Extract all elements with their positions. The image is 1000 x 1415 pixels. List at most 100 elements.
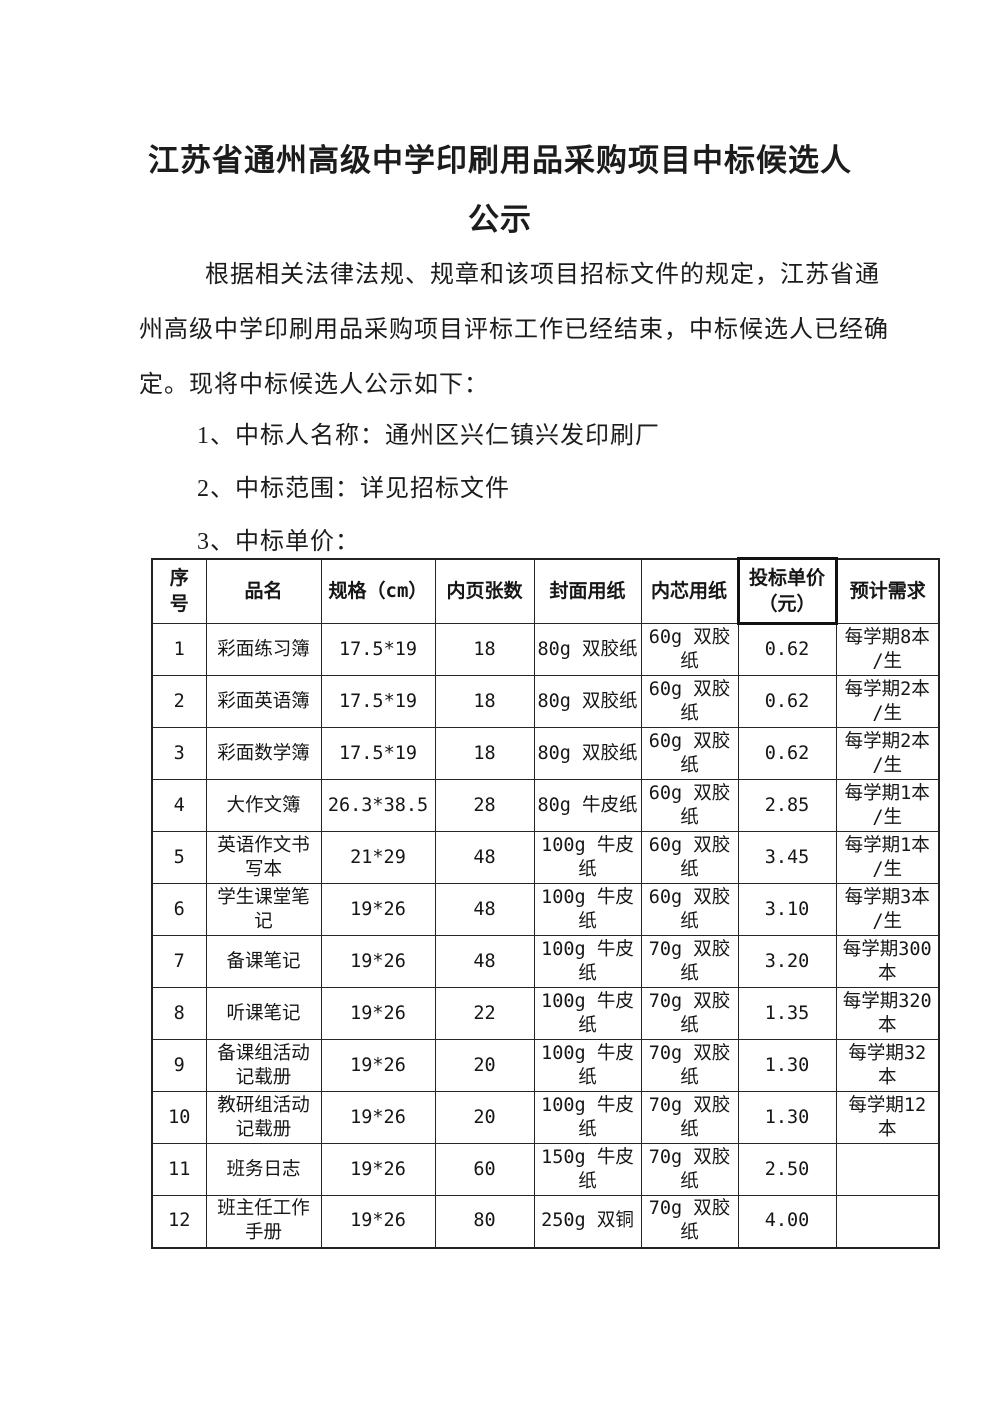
table-row: 7 备课笔记 19*26 48 100g 牛皮纸 70g 双胶纸 3.20 每学期300本 (151, 935, 940, 988)
table-cell: 17.5*19 (320, 623, 436, 676)
table-row: 2 彩面英语簿 17.5*19 18 80g 双胶纸 60g 双胶纸 0.62 每学期2本​/… (151, 675, 940, 728)
table-row: 5 英语作文书写本 21*29 48 100g 牛皮纸 60g 双胶纸 3.45 每学期1本​… (151, 831, 940, 884)
table-cell: 3.10 (737, 883, 837, 936)
table-cell: 18 (434, 623, 535, 676)
table-cell: 班务日志 (205, 1143, 322, 1196)
table-cell: 26.3*38.5 (320, 779, 436, 832)
table-cell: 10 (151, 1091, 207, 1144)
table-cell: 2.85 (737, 779, 837, 832)
table-cell: 3.20 (737, 935, 837, 988)
table-row: 3 彩面数学簿 17.5*19 18 80g 双胶纸 60g 双胶纸 0.62 每学期2本​/… (151, 727, 940, 780)
table-cell: 48 (434, 831, 535, 884)
table-cell: 60g 双胶纸 (640, 623, 739, 676)
table-cell: 80g 双胶纸 (533, 675, 642, 728)
table-cell: 教研组活动记载册 (205, 1091, 322, 1144)
table-cell: 60g 双胶纸 (640, 831, 739, 884)
table-cell: 100g 牛皮纸 (533, 935, 642, 988)
table-cell: 19*26 (320, 1195, 436, 1248)
table-cell: 17.5*19 (320, 675, 436, 728)
table-cell: 每学期1本​/生 (835, 779, 940, 832)
table-cell: 5 (151, 831, 207, 884)
table-cell: 6 (151, 883, 207, 936)
document-title: 江苏省通州高级中学印刷用品采购项目中标候选人 公示 (0, 131, 1000, 249)
paragraph-line: 根据相关法律法规、规章和该项目招标文件的规定，江苏省通 (205, 262, 880, 288)
table-row: 12 班主任工作手册 19*26 80 250g 双铜 70g 双胶纸 4.00 (151, 1195, 940, 1248)
table-cell: 大作文簿 (205, 779, 322, 832)
paragraph-line: 定。现将中标候选人公示如下： (139, 372, 489, 398)
table-cell: 4.00 (737, 1195, 837, 1248)
table-cell: 80g 牛皮纸 (533, 779, 642, 832)
table-cell: 备课笔记 (205, 935, 322, 988)
table-cell: 60g 双胶纸 (640, 779, 739, 832)
table-row: 8 听课笔记 19*26 22 100g 牛皮纸 70g 双胶纸 1.35 每学期320本 (151, 987, 940, 1040)
header-cell: 内页张数 (434, 558, 535, 624)
table-cell (835, 1195, 940, 1248)
table-cell: 20 (434, 1091, 535, 1144)
intro-paragraph: 根据相关法律法规、规章和该项目招标文件的规定，江苏省通 州高级中学印刷用品采购项… (139, 248, 889, 413)
table-cell: 每学期3本​/生 (835, 883, 940, 936)
table-cell (835, 1143, 940, 1196)
table-row: 1 彩面练习簿 17.5*19 18 80g 双胶纸 60g 双胶纸 0.62 每学期8本​/… (151, 623, 940, 676)
table-cell: 70g 双胶纸 (640, 1039, 739, 1092)
table-cell: 每学期8本​/生 (835, 623, 940, 676)
table-cell: 班主任工作手册 (205, 1195, 322, 1248)
table-cell: 7 (151, 935, 207, 988)
table-cell: 1.30 (737, 1039, 837, 1092)
table-cell: 12 (151, 1195, 207, 1248)
table-cell: 19*26 (320, 1039, 436, 1092)
table-cell: 250g 双铜 (533, 1195, 642, 1248)
price-table: 序号 品名 规格（cm） 内页张数 封面用纸 内芯用纸 投标单价（元） 预计需求 1 彩面练习簿… (151, 557, 940, 1249)
table-cell: 150g 牛皮纸 (533, 1143, 642, 1196)
table-cell: 学生课堂笔记 (205, 883, 322, 936)
table-cell: 2 (151, 675, 207, 728)
table-cell: 每学期32本 (835, 1039, 940, 1092)
award-info-list: 1、中标人名称：通州区兴仁镇兴发印刷厂 2、中标范围：详见招标文件 3、中标单价… (197, 410, 660, 569)
table-cell: 100g 牛皮纸 (533, 987, 642, 1040)
table-row: 6 学生课堂笔记 19*26 48 100g 牛皮纸 60g 双胶纸 3.10 每学期3本​/… (151, 883, 940, 936)
header-cell: 投标单价（元） (736, 557, 838, 625)
paragraph-line: 州高级中学印刷用品采购项目评标工作已经结束，中标候选人已经确 (139, 317, 889, 343)
table-cell: 每学期300本 (835, 935, 940, 988)
table-cell: 8 (151, 987, 207, 1040)
table-row: 4 大作文簿 26.3*38.5 28 80g 牛皮纸 60g 双胶纸 2.85 每学期1本​… (151, 779, 940, 832)
header-cell: 封面用纸 (533, 558, 642, 624)
table-cell: 70g 双胶纸 (640, 1143, 739, 1196)
header-cell: 内芯用纸 (640, 558, 739, 624)
table-cell: 19*26 (320, 1143, 436, 1196)
table-cell: 1.30 (737, 1091, 837, 1144)
table-cell: 48 (434, 935, 535, 988)
table-cell: 1 (151, 623, 207, 676)
table-cell: 60g 双胶纸 (640, 675, 739, 728)
table-cell: 0.62 (737, 623, 837, 676)
table-cell: 70g 双胶纸 (640, 987, 739, 1040)
table-cell: 21*29 (320, 831, 436, 884)
header-cell: 序号 (151, 558, 207, 624)
table-cell: 每学期2本​/生 (835, 675, 940, 728)
table-cell: 彩面数学簿 (205, 727, 322, 780)
table-cell: 1.35 (737, 987, 837, 1040)
table-cell: 每学期320本 (835, 987, 940, 1040)
table-cell: 彩面练习簿 (205, 623, 322, 676)
table-cell: 备课组活动记载册 (205, 1039, 322, 1092)
table-cell: 100g 牛皮纸 (533, 883, 642, 936)
table-cell: 每学期12本 (835, 1091, 940, 1144)
table-cell: 18 (434, 675, 535, 728)
table-cell: 60g 双胶纸 (640, 883, 739, 936)
title-line-2: 公示 (468, 202, 532, 237)
title-line-1: 江苏省通州高级中学印刷用品采购项目中标候选人 (148, 143, 852, 178)
table-cell: 70g 双胶纸 (640, 1195, 739, 1248)
table-cell: 11 (151, 1143, 207, 1196)
table-cell: 22 (434, 987, 535, 1040)
table-cell: 2.50 (737, 1143, 837, 1196)
table-cell: 每学期1本​/生 (835, 831, 940, 884)
table-cell: 0.62 (737, 727, 837, 780)
header-cell: 规格（cm） (320, 558, 436, 624)
table-cell: 4 (151, 779, 207, 832)
header-cell: 品名 (205, 558, 322, 624)
table-cell: 48 (434, 883, 535, 936)
table-cell: 9 (151, 1039, 207, 1092)
list-item-award-scope: 2、中标范围：详见招标文件 (197, 476, 510, 502)
table-cell: 英语作文书写本 (205, 831, 322, 884)
table-cell: 60g 双胶纸 (640, 727, 739, 780)
